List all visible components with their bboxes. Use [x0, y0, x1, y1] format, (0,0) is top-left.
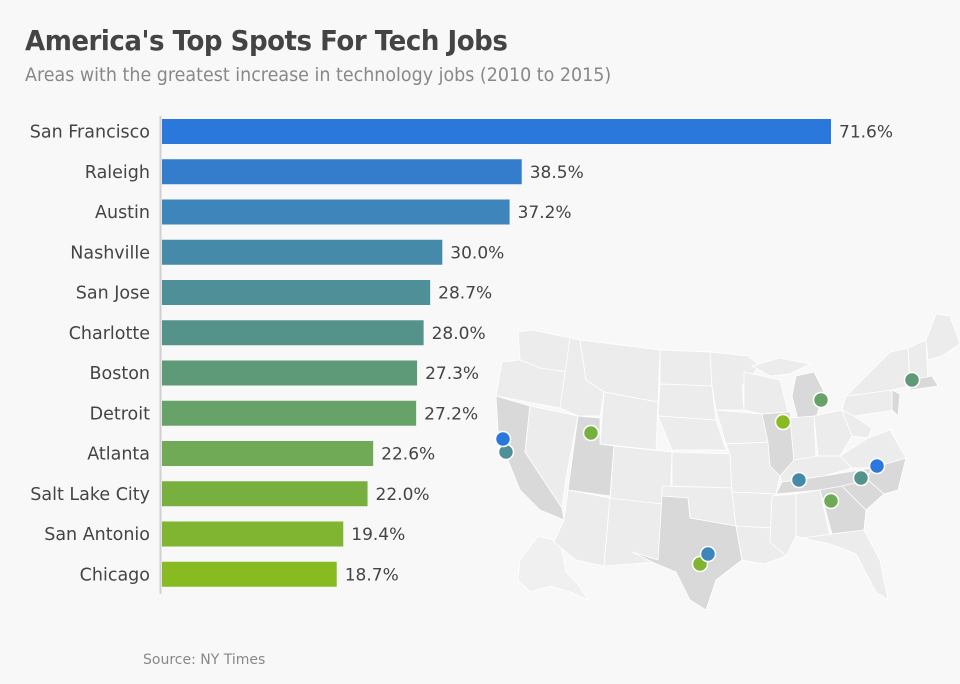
bar-raleigh	[162, 159, 522, 185]
bar-chicago	[162, 561, 337, 587]
map-markers	[494, 371, 921, 573]
value-label: 28.0%	[432, 324, 486, 344]
bar-atlanta	[162, 441, 374, 466]
state-nevada	[524, 405, 579, 510]
category-label: San Antonio	[44, 525, 150, 545]
map-marker-detroit	[812, 391, 830, 409]
value-label: 27.3%	[425, 364, 479, 384]
bar-austin	[162, 199, 510, 225]
state-nebraska	[657, 415, 727, 451]
bar-san-jose	[162, 280, 431, 305]
category-label: Atlanta	[87, 445, 150, 465]
value-label: 38.5%	[530, 163, 584, 183]
map-marker-salt-lake-city	[582, 424, 600, 442]
category-label: Raleigh	[85, 163, 150, 183]
bars: San Francisco 71.6% Raleigh 38.5% Austin 37.2…	[30, 119, 893, 587]
map-marker-san-francisco	[494, 430, 512, 448]
map-marker-nashville	[790, 471, 808, 489]
chart-subtitle: Areas with the greatest increase in tech…	[25, 64, 612, 86]
category-label: Chicago	[80, 565, 150, 585]
state-maine	[925, 313, 960, 361]
category-label: Detroit	[90, 404, 150, 424]
state-alaska	[517, 535, 590, 601]
us-map-inset	[494, 313, 960, 610]
bar-nashville	[162, 239, 443, 265]
state-new-jersey	[891, 389, 901, 417]
value-label: 37.2%	[518, 203, 572, 223]
state-minnesota	[709, 351, 761, 411]
state-mississippi	[769, 493, 797, 557]
source-note: Source: NY Times	[143, 652, 266, 668]
category-label: Charlotte	[69, 324, 150, 344]
map-marker-austin	[699, 545, 717, 563]
chart-title: America's Top Spots For Tech Jobs	[25, 24, 508, 57]
state-ohio	[813, 409, 853, 457]
map-marker-boston	[903, 371, 921, 389]
category-label: San Francisco	[30, 123, 150, 143]
category-label: Boston	[90, 364, 151, 384]
state-florida	[801, 529, 889, 601]
bar-boston	[162, 360, 418, 386]
value-label: 71.6%	[839, 123, 893, 143]
state-michigan-upper	[750, 357, 812, 377]
category-label: Nashville	[70, 243, 150, 263]
value-label: 18.7%	[345, 565, 399, 585]
bar-san-francisco	[162, 119, 831, 144]
category-label: Salt Lake City	[30, 485, 150, 505]
map-marker-chicago	[774, 413, 792, 431]
category-label: San Jose	[76, 284, 150, 304]
map-marker-charlotte	[852, 469, 870, 487]
value-label: 22.0%	[376, 485, 430, 505]
bar-san-antonio	[162, 521, 344, 547]
value-label: 19.4%	[351, 525, 405, 545]
map-marker-atlanta	[822, 492, 840, 510]
value-label: 27.2%	[424, 404, 478, 424]
category-label: Austin	[95, 203, 150, 223]
value-label: 28.7%	[438, 284, 492, 304]
value-label: 30.0%	[450, 243, 504, 263]
bar-salt-lake-city	[162, 481, 368, 507]
bar-charlotte	[162, 320, 424, 346]
bar-detroit	[162, 400, 417, 426]
map-states	[495, 313, 960, 610]
state-texas	[631, 495, 743, 610]
map-marker-raleigh	[868, 457, 886, 475]
value-label: 22.6%	[381, 445, 435, 465]
